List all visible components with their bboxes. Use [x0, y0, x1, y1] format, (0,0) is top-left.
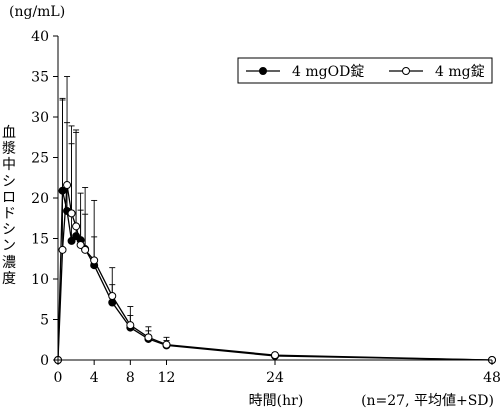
- legend-marker-od: [259, 67, 267, 75]
- data-point-tablet: [108, 292, 117, 301]
- legend: 4 mgOD錠 4 mg錠: [237, 57, 493, 84]
- data-point-tablet: [126, 321, 135, 330]
- legend-marker-tab: [402, 67, 410, 75]
- data-point-tablet: [76, 240, 85, 249]
- y-axis-title-char: 中: [2, 157, 16, 174]
- legend-box: [237, 57, 493, 84]
- data-point-tablet: [63, 181, 72, 190]
- x-tick-label: 12: [158, 370, 176, 386]
- y-axis-title-char: ロ: [2, 189, 16, 206]
- y-tick-label: 20: [31, 191, 49, 207]
- data-point-tablet: [72, 222, 81, 231]
- data-point-tablet: [67, 209, 76, 218]
- series-line-tablet: [57, 184, 493, 361]
- data-point-od-tablet: [58, 186, 67, 195]
- chart-note: (n=27, 平均値+SD): [361, 393, 494, 409]
- y-axis-title-char: ド: [2, 206, 16, 223]
- y-tick-label: 40: [31, 29, 49, 45]
- y-tick-label: 15: [31, 232, 49, 248]
- y-axis-title-char: 度: [2, 270, 16, 287]
- y-tick-label: 35: [31, 70, 49, 86]
- y-axis-title-char: 血: [2, 125, 16, 141]
- y-axis-title-char: 濃: [2, 254, 16, 271]
- data-point-od-tablet: [108, 298, 117, 307]
- data-point-tablet: [271, 351, 279, 360]
- y-axis-title-char: ン: [2, 238, 16, 255]
- y-tick-label: 30: [31, 110, 49, 126]
- y-axis-title-char: シ: [2, 222, 16, 239]
- y-unit-label: (ng/mL): [9, 4, 65, 20]
- x-tick-label: 48: [483, 370, 500, 386]
- y-tick-label: 0: [40, 353, 49, 369]
- legend-label-od: 4 mgOD錠: [292, 64, 364, 80]
- data-point-od-tablet: [67, 236, 76, 245]
- data-point-tablet: [144, 333, 153, 342]
- data-point-tablet: [58, 245, 67, 254]
- x-tick-label: 8: [126, 370, 135, 386]
- y-axis-title: 血漿中シロドシン濃度: [0, 125, 18, 287]
- legend-label-tab: 4 mg錠: [435, 64, 485, 80]
- data-point-tablet: [81, 245, 90, 254]
- x-tick-label: 4: [90, 370, 99, 386]
- series-line-od-tablet: [57, 190, 493, 361]
- data-point-tablet: [90, 256, 99, 265]
- x-tick-label: 24: [266, 370, 284, 386]
- x-tick-label: 0: [54, 370, 63, 386]
- y-tick-label: 10: [31, 272, 49, 288]
- y-axis-title-char: シ: [2, 173, 16, 190]
- y-tick-label: 5: [40, 313, 49, 329]
- data-point-tablet: [162, 340, 171, 349]
- y-tick-label: 25: [31, 151, 49, 167]
- y-axis-title-char: 漿: [2, 141, 16, 158]
- x-axis-title: 時間(hr): [249, 393, 304, 409]
